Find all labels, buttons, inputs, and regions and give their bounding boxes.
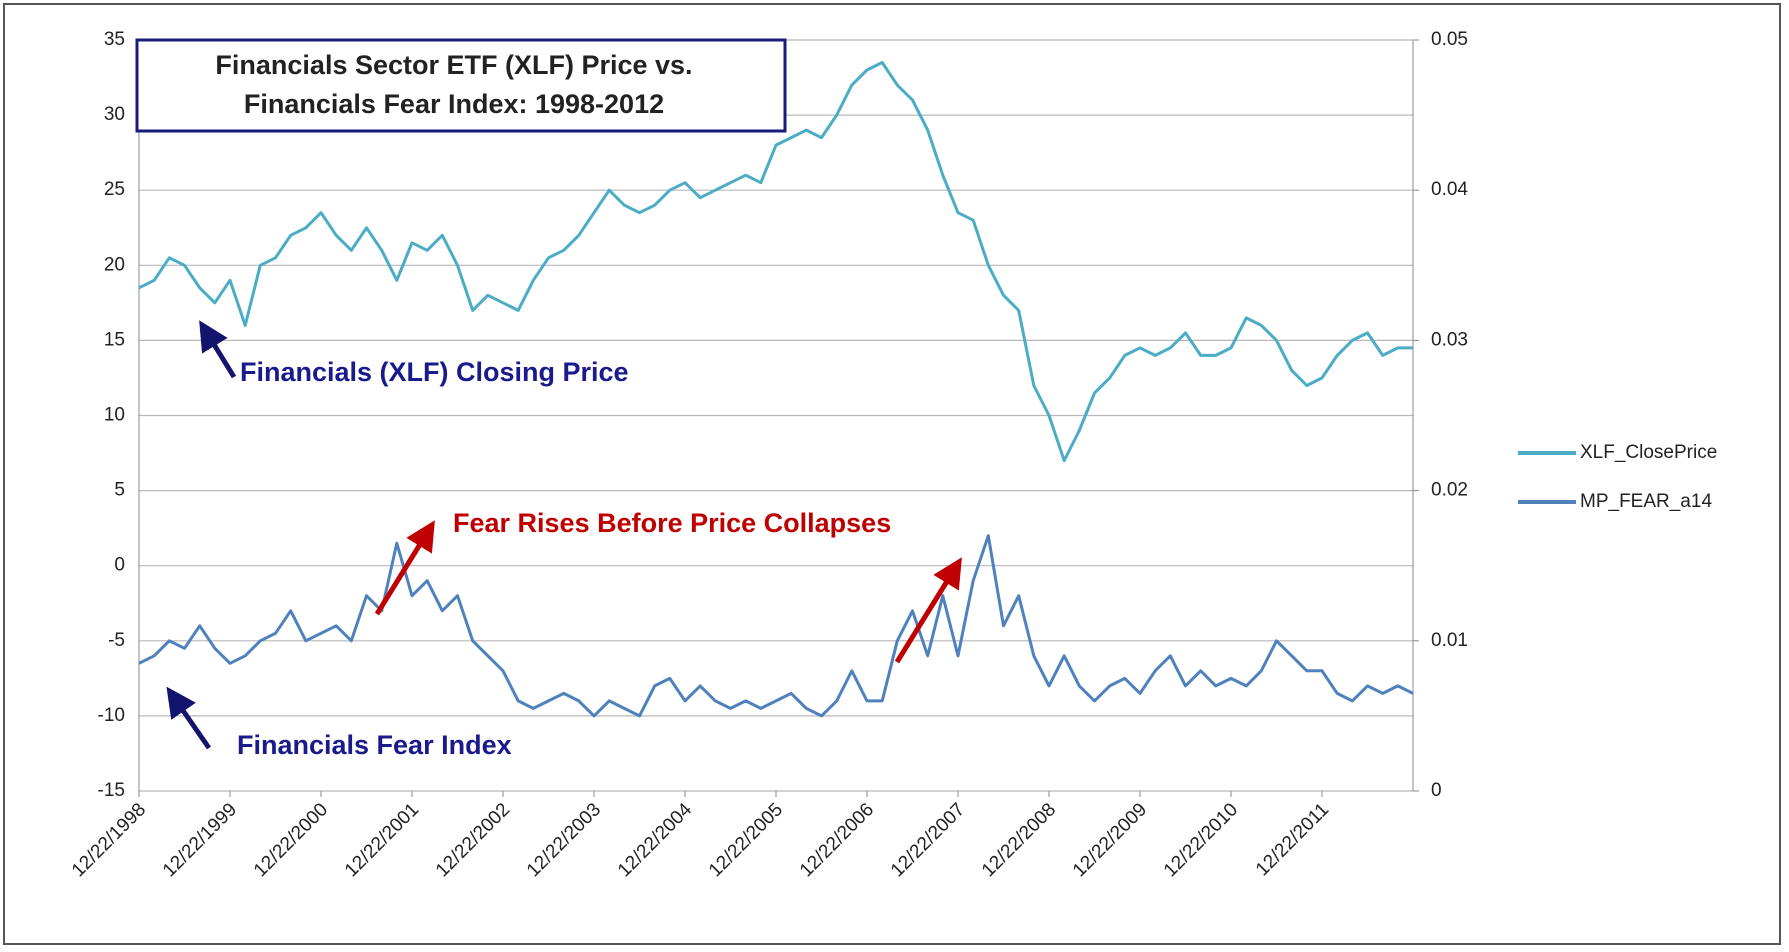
y-tick-label: 20 [104, 254, 125, 275]
legend-label: MP_FEAR_a14 [1580, 491, 1712, 512]
y-tick-label: 30 [104, 104, 125, 125]
y2-tick-label: 0.05 [1431, 29, 1468, 50]
arrow [199, 320, 237, 379]
annotation: Fear Rises Before Price Collapses [453, 508, 891, 538]
annotation: Financials (XLF) Closing Price [240, 357, 629, 387]
y-tick-label: 15 [104, 329, 125, 350]
y-tick-label: -5 [108, 630, 125, 651]
series-line [138, 61, 1413, 463]
y-tick-label: 0 [114, 555, 125, 576]
title: Financials Fear Index: 1998-2012 [244, 89, 664, 119]
y-tick-label: 35 [104, 29, 125, 50]
title-box [135, 38, 787, 133]
arrow [894, 557, 962, 664]
y-tick-label: 5 [114, 480, 125, 501]
y-tick-label: 10 [104, 405, 125, 426]
y2-tick-label: 0.03 [1431, 329, 1468, 350]
y-tick-label: -10 [98, 705, 125, 726]
frame [3, 3, 1781, 945]
title: Financials Sector ETF (XLF) Price vs. [215, 50, 692, 80]
y2-tick-label: 0.02 [1431, 480, 1468, 501]
y2-tick-label: 0 [1431, 780, 1442, 801]
arrow [374, 520, 435, 616]
y2-tick-label: 0.04 [1431, 179, 1468, 200]
arrow [166, 686, 212, 750]
series-line [138, 534, 1414, 718]
y2-tick-label: 0.01 [1431, 630, 1468, 651]
y-tick-label: -15 [98, 780, 125, 801]
annotation: Financials Fear Index [237, 730, 512, 760]
plot [138, 61, 1414, 718]
y-tick-label: 25 [104, 179, 125, 200]
legend-label: XLF_ClosePrice [1580, 442, 1717, 463]
